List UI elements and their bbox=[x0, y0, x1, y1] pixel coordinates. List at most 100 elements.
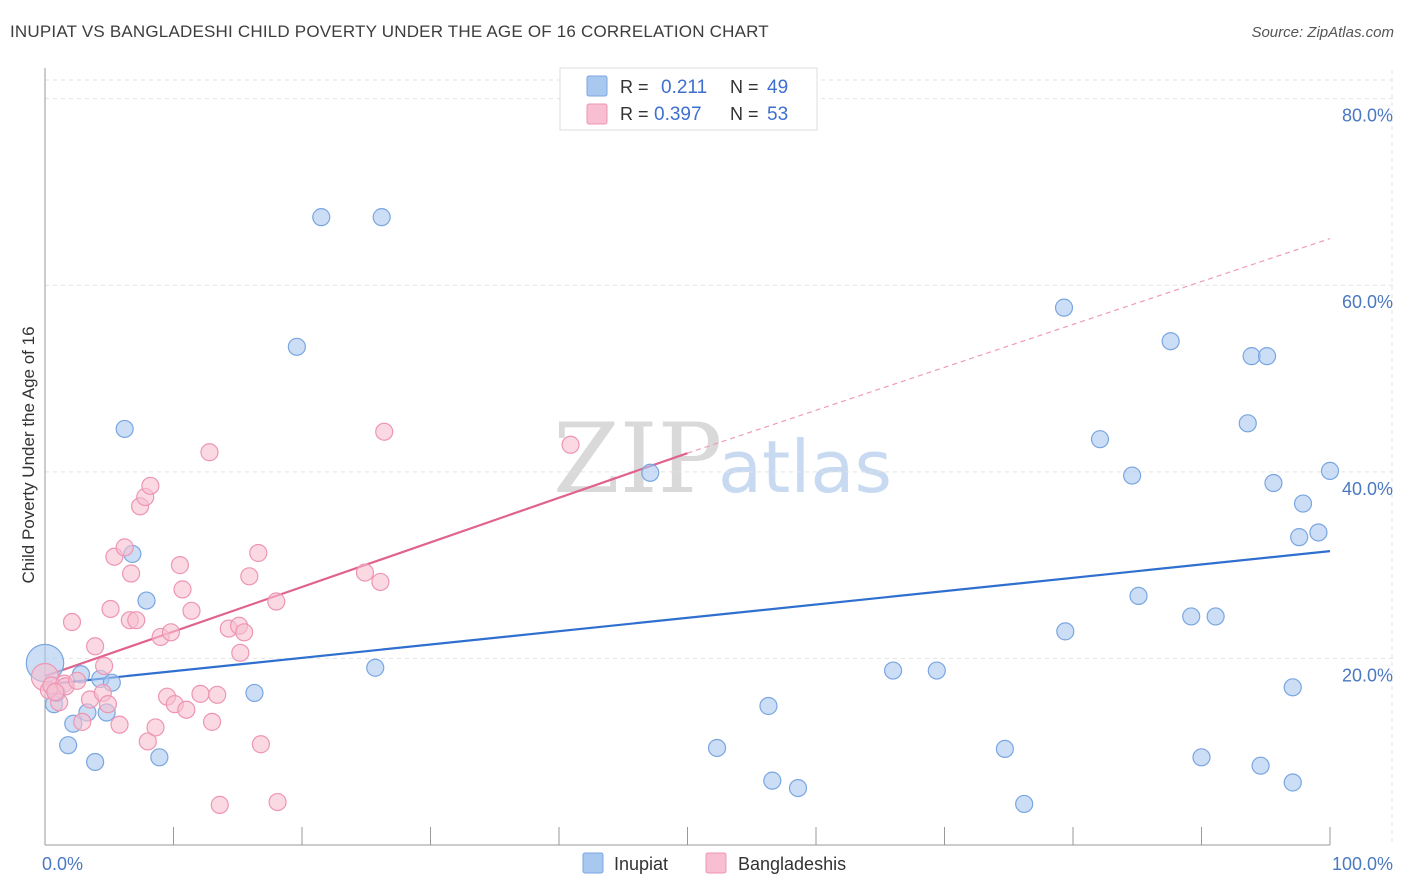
point-inupiat bbox=[1054, 298, 1074, 317]
point-bangladeshis bbox=[210, 795, 229, 814]
legend-n-label-inupiat: N = bbox=[730, 77, 759, 97]
point-inupiat bbox=[788, 778, 808, 798]
point-inupiat bbox=[759, 696, 778, 716]
point-inupiat bbox=[1293, 494, 1313, 513]
point-inupiat bbox=[137, 591, 156, 610]
y-tick-label: 40.0% bbox=[1342, 479, 1393, 499]
legend-r-value-inupiat: 0.211 bbox=[661, 77, 707, 98]
x-tick-label: 0.0% bbox=[42, 854, 83, 874]
point-inupiat bbox=[1056, 622, 1075, 641]
point-inupiat bbox=[1090, 430, 1110, 449]
legend-swatch-bangladeshis bbox=[586, 103, 608, 125]
legend-top: R = 0.211 N = 49 R = 0.397 N = 53 bbox=[559, 67, 818, 131]
point-inupiat bbox=[1283, 678, 1302, 697]
x-tick-label: 100.0% bbox=[1332, 854, 1393, 874]
point-inupiat bbox=[287, 337, 306, 356]
point-bangladeshis bbox=[95, 656, 114, 675]
point-inupiat bbox=[366, 658, 385, 677]
point-bangladeshis bbox=[561, 435, 580, 454]
point-bangladeshis bbox=[98, 695, 118, 714]
point-bangladeshis bbox=[127, 611, 146, 630]
point-bangladeshis bbox=[141, 476, 160, 495]
point-bangladeshis bbox=[208, 685, 227, 704]
point-inupiat bbox=[1182, 607, 1201, 626]
legend-n-value-bangladeshis: 53 bbox=[767, 104, 788, 125]
point-bangladeshis bbox=[355, 563, 375, 582]
legend-n-label-bangladeshis: N = bbox=[730, 104, 759, 124]
legend-r-label-inupiat: R = bbox=[620, 77, 649, 97]
point-inupiat bbox=[1309, 523, 1328, 542]
point-inupiat bbox=[1320, 461, 1340, 480]
point-bangladeshis bbox=[62, 612, 82, 632]
point-inupiat bbox=[115, 419, 134, 439]
point-inupiat bbox=[150, 748, 169, 767]
legend-bottom-swatch-inupiat bbox=[582, 852, 604, 874]
point-inupiat bbox=[1290, 528, 1309, 547]
point-bangladeshis bbox=[202, 712, 222, 731]
point-inupiat bbox=[763, 771, 782, 790]
point-inupiat bbox=[883, 661, 903, 680]
point-bangladeshis bbox=[251, 735, 270, 754]
point-inupiat bbox=[1242, 347, 1261, 366]
point-bangladeshis bbox=[191, 684, 210, 703]
point-inupiat bbox=[1257, 347, 1277, 366]
point-inupiat bbox=[1264, 473, 1283, 493]
point-bangladeshis bbox=[121, 564, 141, 583]
point-inupiat bbox=[641, 463, 660, 482]
legend-swatch-inupiat bbox=[586, 75, 608, 97]
axes bbox=[44, 68, 1331, 846]
point-bangladeshis bbox=[249, 543, 268, 563]
point-bangladeshis bbox=[170, 556, 190, 575]
point-bangladeshis bbox=[267, 592, 286, 611]
point-inupiat bbox=[1251, 756, 1270, 775]
point-bangladeshis bbox=[231, 643, 250, 662]
point-bangladeshis bbox=[371, 572, 390, 592]
point-bangladeshis bbox=[68, 671, 87, 690]
point-inupiat bbox=[312, 208, 331, 227]
legend-n-value-inupiat: 49 bbox=[767, 77, 788, 98]
legend-bottom-label-bangladeshis: Bangladeshis bbox=[738, 854, 846, 874]
trend-line-inupiat bbox=[44, 550, 1331, 686]
point-inupiat bbox=[372, 208, 391, 227]
point-inupiat bbox=[1192, 748, 1211, 767]
point-inupiat bbox=[1283, 773, 1302, 792]
point-bangladeshis bbox=[235, 623, 254, 642]
point-bangladeshis bbox=[268, 792, 287, 812]
point-bangladeshis bbox=[173, 580, 192, 599]
trend-line-extension-bangladeshis bbox=[687, 238, 1331, 454]
points-layer bbox=[25, 208, 1340, 814]
watermark-atlas: atlas bbox=[718, 425, 892, 509]
point-bangladeshis bbox=[138, 732, 157, 751]
point-bangladeshis bbox=[115, 538, 134, 557]
point-bangladeshis bbox=[200, 443, 219, 462]
point-bangladeshis bbox=[161, 623, 181, 642]
point-inupiat bbox=[1206, 607, 1225, 626]
point-inupiat bbox=[1015, 794, 1034, 814]
point-bangladeshis bbox=[146, 718, 165, 737]
point-bangladeshis bbox=[110, 715, 129, 734]
point-bangladeshis bbox=[86, 637, 105, 656]
point-inupiat bbox=[59, 736, 78, 755]
legend-r-label-bangladeshis: R = bbox=[620, 104, 649, 124]
watermark-zip: ZIP bbox=[553, 403, 722, 515]
point-inupiat bbox=[707, 738, 727, 758]
point-inupiat bbox=[1238, 414, 1257, 433]
point-bangladeshis bbox=[240, 567, 259, 586]
point-bangladeshis bbox=[73, 712, 92, 731]
legend-bottom-label-inupiat: Inupiat bbox=[614, 854, 668, 874]
legend-r-value-bangladeshis: 0.397 bbox=[654, 104, 702, 125]
point-bangladeshis bbox=[101, 599, 120, 619]
point-inupiat bbox=[927, 661, 946, 680]
source-label: Source: ZipAtlas.com bbox=[1251, 24, 1394, 41]
point-bangladeshis bbox=[375, 422, 394, 441]
point-inupiat bbox=[1161, 332, 1180, 351]
chart-title: INUPIAT VS BANGLADESHI CHILD POVERTY UND… bbox=[10, 22, 769, 41]
tick-labels: 20.0% 40.0% 60.0% 80.0% 0.0% 100.0% bbox=[42, 106, 1393, 874]
legend-bottom-swatch-bangladeshis bbox=[705, 852, 727, 874]
point-bangladeshis bbox=[46, 682, 65, 702]
point-inupiat bbox=[995, 739, 1014, 759]
y-tick-label: 20.0% bbox=[1342, 665, 1393, 685]
legend-bottom: Inupiat Bangladeshis bbox=[582, 852, 846, 874]
point-inupiat bbox=[86, 752, 105, 772]
